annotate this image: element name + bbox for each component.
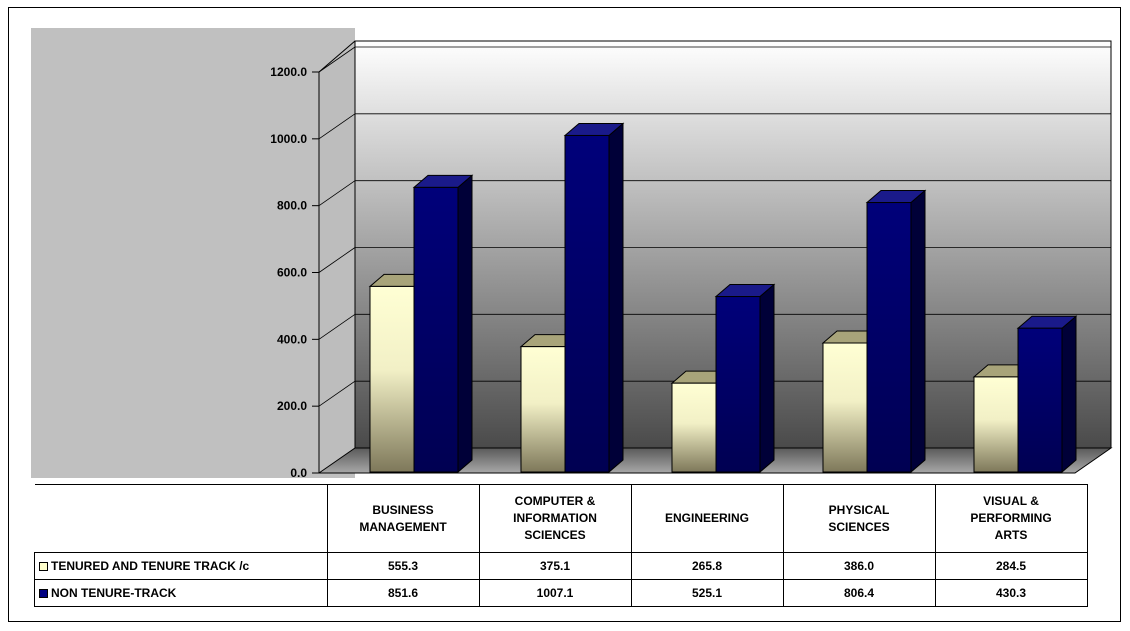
data-value-cell: 1007.1 — [478, 579, 632, 607]
gridline-side — [318, 46, 356, 73]
category-label-line: SCIENCES — [524, 528, 586, 542]
bar-front — [520, 346, 566, 473]
y-tick-label: 200.0 — [277, 399, 307, 413]
legend-text-non-tenure: NON TENURE-TRACK — [51, 585, 177, 600]
category-row: BUSINESS MANAGEMENT COMPUTER & INFORMATION S… — [34, 484, 1088, 553]
category-label-line: ARTS — [994, 528, 1028, 542]
bar-non-tenure — [714, 283, 776, 474]
category-label: PHYSICAL SCIENCES — [782, 484, 936, 553]
gridline-side — [318, 180, 356, 206]
data-table: BUSINESS MANAGEMENT COMPUTER & INFORMATION S… — [34, 484, 1088, 607]
legend-text-tenured: TENURED AND TENURE TRACK /c — [51, 558, 250, 573]
bar-non-tenure — [1016, 315, 1078, 474]
category-label-line: COMPUTER & — [514, 494, 596, 508]
category-label-line: INFORMATION — [513, 511, 597, 525]
bar-side — [608, 122, 624, 474]
bar-front — [973, 376, 1019, 473]
bar-side — [1061, 315, 1077, 474]
category-label: ENGINEERING — [630, 484, 784, 553]
series-label-tenured: TENURED AND TENURE TRACK /c — [34, 552, 328, 580]
data-value-cell: 430.3 — [934, 579, 1088, 607]
side-panel — [31, 28, 355, 478]
bar-front — [822, 342, 868, 473]
gridline-side — [318, 247, 356, 273]
gridline-side — [318, 314, 356, 340]
series-row-non-tenure: NON TENURE-TRACK 851.6 1007.1 525.1 806.4 43… — [34, 579, 1088, 607]
y-tick-label: 800.0 — [277, 199, 307, 213]
series-row-tenured: TENURED AND TENURE TRACK /c 555.3 375.1 26… — [34, 552, 1088, 580]
category-label-line: ENGINEERING — [664, 511, 749, 525]
data-value-cell: 525.1 — [630, 579, 784, 607]
gridline-side — [318, 380, 356, 407]
gridlines — [318, 46, 1111, 407]
y-tick-label: 600.0 — [277, 266, 307, 280]
bar-front — [715, 296, 761, 473]
legend-swatch-tenured — [39, 561, 48, 571]
category-label-line: SCIENCES — [828, 519, 890, 534]
y-tick-label: 1000.0 — [270, 132, 307, 146]
category-label-line: PERFORMING — [970, 511, 1052, 525]
category-label-line: BUSINESS — [372, 502, 434, 517]
bar-side — [759, 283, 775, 474]
bar-front — [369, 285, 415, 473]
y-tick-label: 400.0 — [277, 332, 307, 346]
bar-front — [866, 202, 912, 473]
category-label: VISUAL & PERFORMING ARTS — [934, 484, 1088, 553]
category-label-line: PHYSICAL — [828, 502, 890, 517]
data-value-cell: 265.8 — [630, 552, 784, 580]
y-tick-label: 0.0 — [290, 466, 307, 478]
category-label: BUSINESS MANAGEMENT — [326, 484, 480, 553]
data-value-cell: 386.0 — [782, 552, 936, 580]
bar-side — [910, 189, 926, 474]
table-corner — [34, 484, 328, 553]
bar-front — [413, 186, 459, 473]
gridline-side — [318, 113, 356, 140]
chart-plot: 0.0 200.0 400.0 600.0 800.0 1000.0 1200.0 — [31, 28, 1113, 478]
bar-side — [457, 174, 473, 474]
category-label-line: MANAGEMENT — [359, 519, 447, 534]
series-label-non-tenure: NON TENURE-TRACK — [34, 579, 328, 607]
chart-frame: 0.0 200.0 400.0 600.0 800.0 1000.0 1200.0 BUSI… — [8, 7, 1121, 622]
data-value-cell: 555.3 — [326, 552, 480, 580]
bars — [368, 122, 1078, 474]
category-label: COMPUTER & INFORMATION SCIENCES — [478, 484, 632, 553]
y-tick-label: 1200.0 — [270, 65, 307, 79]
side-wall — [319, 41, 355, 473]
bar-front — [1017, 327, 1063, 473]
data-value-cell: 375.1 — [478, 552, 632, 580]
y-axis: 0.0 200.0 400.0 600.0 800.0 1000.0 1200.0 — [270, 65, 319, 478]
bar-non-tenure — [412, 174, 474, 474]
bar-non-tenure — [563, 122, 625, 474]
bar-front — [671, 382, 717, 473]
data-value-cell: 806.4 — [782, 579, 936, 607]
data-value-cell: 851.6 — [326, 579, 480, 607]
bar-front — [564, 134, 610, 473]
category-label-line: VISUAL & — [983, 494, 1039, 508]
bar-non-tenure — [865, 189, 927, 474]
legend-swatch-non-tenure — [39, 588, 48, 598]
data-value-cell: 284.5 — [934, 552, 1088, 580]
